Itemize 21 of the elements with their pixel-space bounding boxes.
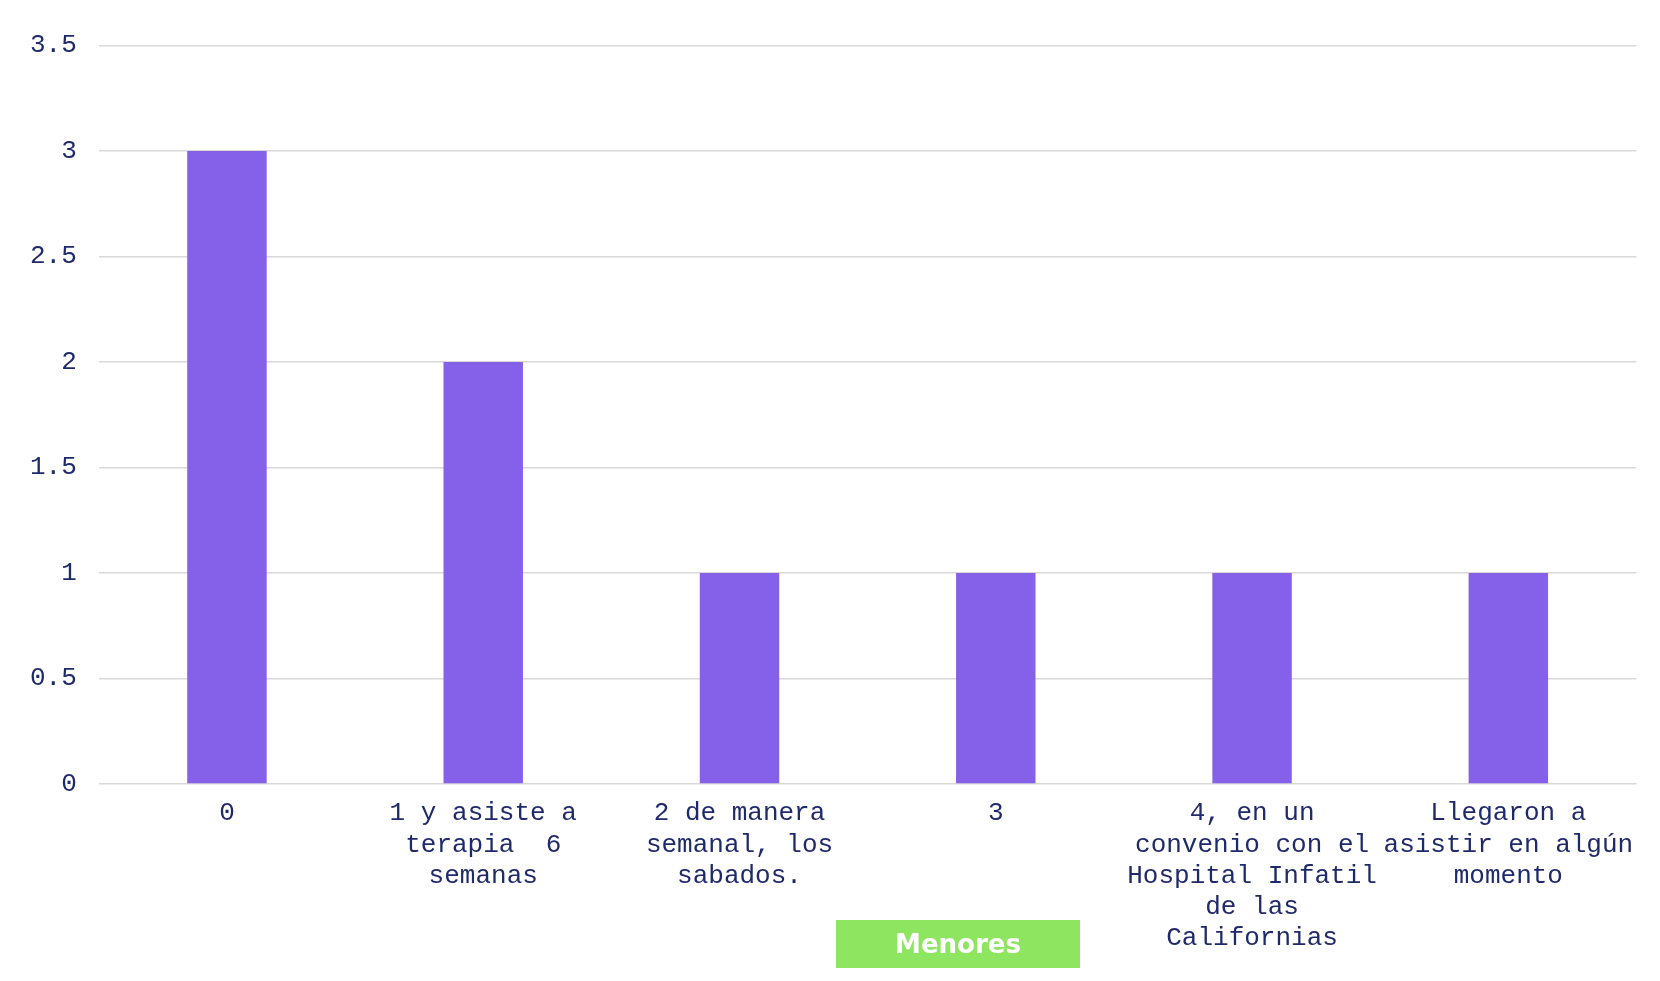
y-tick-label: 1.5 bbox=[30, 452, 77, 483]
bar bbox=[187, 151, 267, 784]
y-tick-label: 1 bbox=[61, 557, 77, 588]
text: Menores bbox=[836, 920, 1080, 968]
y-tick-label: 3 bbox=[61, 135, 77, 166]
bar bbox=[1212, 573, 1292, 784]
x-tick-label: 0 bbox=[219, 798, 235, 829]
x-tick-label: Llegaron a asistir en algún momento bbox=[1383, 798, 1634, 891]
bar bbox=[1468, 573, 1549, 784]
bar bbox=[699, 573, 780, 784]
x-tick-label: 1 y asiste a terapia 6 semanas bbox=[389, 798, 577, 891]
bar bbox=[443, 362, 523, 784]
y-tick-label: 0.5 bbox=[30, 663, 77, 694]
y-tick-label: 0 bbox=[61, 768, 77, 799]
x-tick-label: 3 bbox=[987, 798, 1004, 829]
y-tick-label: 3.5 bbox=[30, 30, 77, 61]
bar bbox=[956, 573, 1036, 784]
y-tick-label: 2 bbox=[61, 346, 77, 377]
x-tick-label: 2 de manera semanal, los sabados. bbox=[645, 798, 834, 891]
x-tick-label: 4, en un convenio con el Hospital Infatil de las Californias bbox=[1127, 798, 1377, 954]
y-tick-label: 2.5 bbox=[30, 241, 77, 272]
